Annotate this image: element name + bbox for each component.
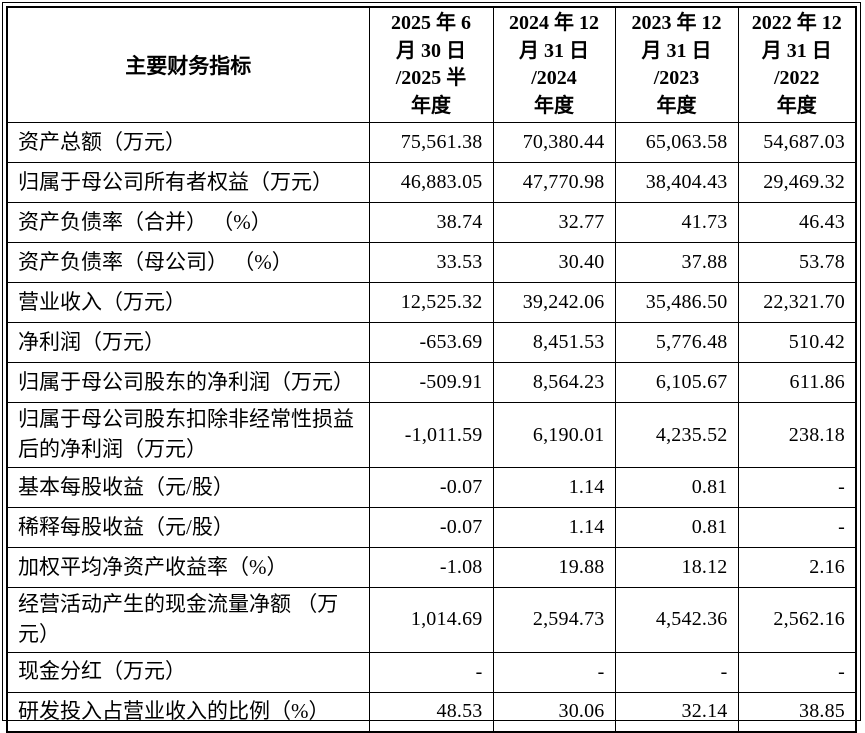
value-cell: 2.16 xyxy=(737,547,857,588)
row-label-cell: 归属于母公司所有者权益（万元） xyxy=(6,162,370,204)
period-header-cell: 2022 年 12 月 31 日 /2022 年度 xyxy=(737,6,857,124)
value-cell: 54,687.03 xyxy=(737,122,857,164)
value-cell: 30.06 xyxy=(492,691,616,733)
value-cell: 70,380.44 xyxy=(492,122,616,164)
value-cell: 0.81 xyxy=(614,467,739,508)
row-label-cell: 现金分红（万元） xyxy=(6,651,370,693)
value-cell: 32.14 xyxy=(614,691,739,733)
value-cell: 47,770.98 xyxy=(492,162,616,204)
header-row: 主要财务指标 2025 年 6 月 30 日 /2025 半 年度 2024 年… xyxy=(6,6,857,124)
value-cell: 41.73 xyxy=(614,202,739,244)
row-label-cell: 归属于母公司股东的净利润（万元） xyxy=(6,362,370,404)
value-cell: 33.53 xyxy=(368,242,494,284)
value-cell: 611.86 xyxy=(737,362,857,404)
value-cell: -1,011.59 xyxy=(368,402,494,468)
row-label-cell: 资产负债率（合并） （%） xyxy=(6,202,370,244)
table-row: 经营活动产生的现金流量净额 （万 元） 1,014.69 2,594.73 4,… xyxy=(6,587,857,653)
value-cell: 30.40 xyxy=(492,242,616,284)
value-cell: 2,594.73 xyxy=(492,587,616,653)
value-cell: 12,525.32 xyxy=(368,282,494,324)
value-cell: 32.77 xyxy=(492,202,616,244)
value-cell: 48.53 xyxy=(368,691,494,733)
table-row: 加权平均净资产收益率（%） -1.08 19.88 18.12 2.16 xyxy=(6,547,857,588)
value-cell: -509.91 xyxy=(368,362,494,404)
value-cell: 8,451.53 xyxy=(492,322,616,364)
table-row: 稀释每股收益（元/股） -0.07 1.14 0.81 - xyxy=(6,507,857,548)
row-label-cell: 经营活动产生的现金流量净额 （万 元） xyxy=(6,587,370,653)
value-cell: 38.85 xyxy=(737,691,857,733)
value-cell: 38.74 xyxy=(368,202,494,244)
period-header-cell: 2023 年 12 月 31 日 /2023 年度 xyxy=(614,6,739,124)
value-cell: -653.69 xyxy=(368,322,494,364)
table-row: 归属于母公司股东扣除非经常性损益 后的净利润（万元） -1,011.59 6,1… xyxy=(6,402,857,468)
value-cell: 46.43 xyxy=(737,202,857,244)
table-row: 净利润（万元） -653.69 8,451.53 5,776.48 510.42 xyxy=(6,322,857,364)
value-cell: 22,321.70 xyxy=(737,282,857,324)
value-cell: 4,235.52 xyxy=(614,402,739,468)
financial-indicators-table: 主要财务指标 2025 年 6 月 30 日 /2025 半 年度 2024 年… xyxy=(6,6,857,733)
table-row: 研发投入占营业收入的比例（%） 48.53 30.06 32.14 38.85 xyxy=(6,691,857,733)
row-label-cell: 加权平均净资产收益率（%） xyxy=(6,547,370,588)
table-row: 归属于母公司股东的净利润（万元） -509.91 8,564.23 6,105.… xyxy=(6,362,857,404)
value-cell: 38,404.43 xyxy=(614,162,739,204)
row-label-cell: 归属于母公司股东扣除非经常性损益 后的净利润（万元） xyxy=(6,402,370,468)
value-cell: 1,014.69 xyxy=(368,587,494,653)
table-row: 营业收入（万元） 12,525.32 39,242.06 35,486.50 2… xyxy=(6,282,857,324)
value-cell: -0.07 xyxy=(368,507,494,548)
value-cell: 37.88 xyxy=(614,242,739,284)
value-cell: 1.14 xyxy=(492,507,616,548)
indicator-header-cell: 主要财务指标 xyxy=(6,6,370,124)
table-row: 基本每股收益（元/股） -0.07 1.14 0.81 - xyxy=(6,467,857,508)
row-label-cell: 营业收入（万元） xyxy=(6,282,370,324)
value-cell: 29,469.32 xyxy=(737,162,857,204)
value-cell: 5,776.48 xyxy=(614,322,739,364)
value-cell: 1.14 xyxy=(492,467,616,508)
table-row: 资产负债率（母公司） （%） 33.53 30.40 37.88 53.78 xyxy=(6,242,857,284)
value-cell: 75,561.38 xyxy=(368,122,494,164)
value-cell: -1.08 xyxy=(368,547,494,588)
row-label-cell: 资产总额（万元） xyxy=(6,122,370,164)
value-cell: 6,190.01 xyxy=(492,402,616,468)
value-cell: 53.78 xyxy=(737,242,857,284)
row-label-cell: 净利润（万元） xyxy=(6,322,370,364)
period-header-cell: 2025 年 6 月 30 日 /2025 半 年度 xyxy=(368,6,494,124)
value-cell: - xyxy=(368,651,494,693)
row-label-cell: 基本每股收益（元/股） xyxy=(6,467,370,508)
value-cell: 65,063.58 xyxy=(614,122,739,164)
value-cell: 8,564.23 xyxy=(492,362,616,404)
value-cell: 19.88 xyxy=(492,547,616,588)
table-row: 现金分红（万元） - - - - xyxy=(6,651,857,693)
value-cell: 0.81 xyxy=(614,507,739,548)
value-cell: 2,562.16 xyxy=(737,587,857,653)
value-cell: - xyxy=(492,651,616,693)
row-label-cell: 资产负债率（母公司） （%） xyxy=(6,242,370,284)
value-cell: - xyxy=(737,467,857,508)
row-label-cell: 研发投入占营业收入的比例（%） xyxy=(6,691,370,733)
period-header-cell: 2024 年 12 月 31 日 /2024 年度 xyxy=(492,6,616,124)
value-cell: - xyxy=(737,651,857,693)
value-cell: 6,105.67 xyxy=(614,362,739,404)
value-cell: 46,883.05 xyxy=(368,162,494,204)
value-cell: - xyxy=(614,651,739,693)
table-row: 归属于母公司所有者权益（万元） 46,883.05 47,770.98 38,4… xyxy=(6,162,857,204)
row-label-cell: 稀释每股收益（元/股） xyxy=(6,507,370,548)
value-cell: 39,242.06 xyxy=(492,282,616,324)
value-cell: 35,486.50 xyxy=(614,282,739,324)
value-cell: - xyxy=(737,507,857,548)
table-row: 资产负债率（合并） （%） 38.74 32.77 41.73 46.43 xyxy=(6,202,857,244)
value-cell: 18.12 xyxy=(614,547,739,588)
value-cell: 4,542.36 xyxy=(614,587,739,653)
value-cell: 510.42 xyxy=(737,322,857,364)
value-cell: 238.18 xyxy=(737,402,857,468)
value-cell: -0.07 xyxy=(368,467,494,508)
table-row: 资产总额（万元） 75,561.38 70,380.44 65,063.58 5… xyxy=(6,122,857,164)
